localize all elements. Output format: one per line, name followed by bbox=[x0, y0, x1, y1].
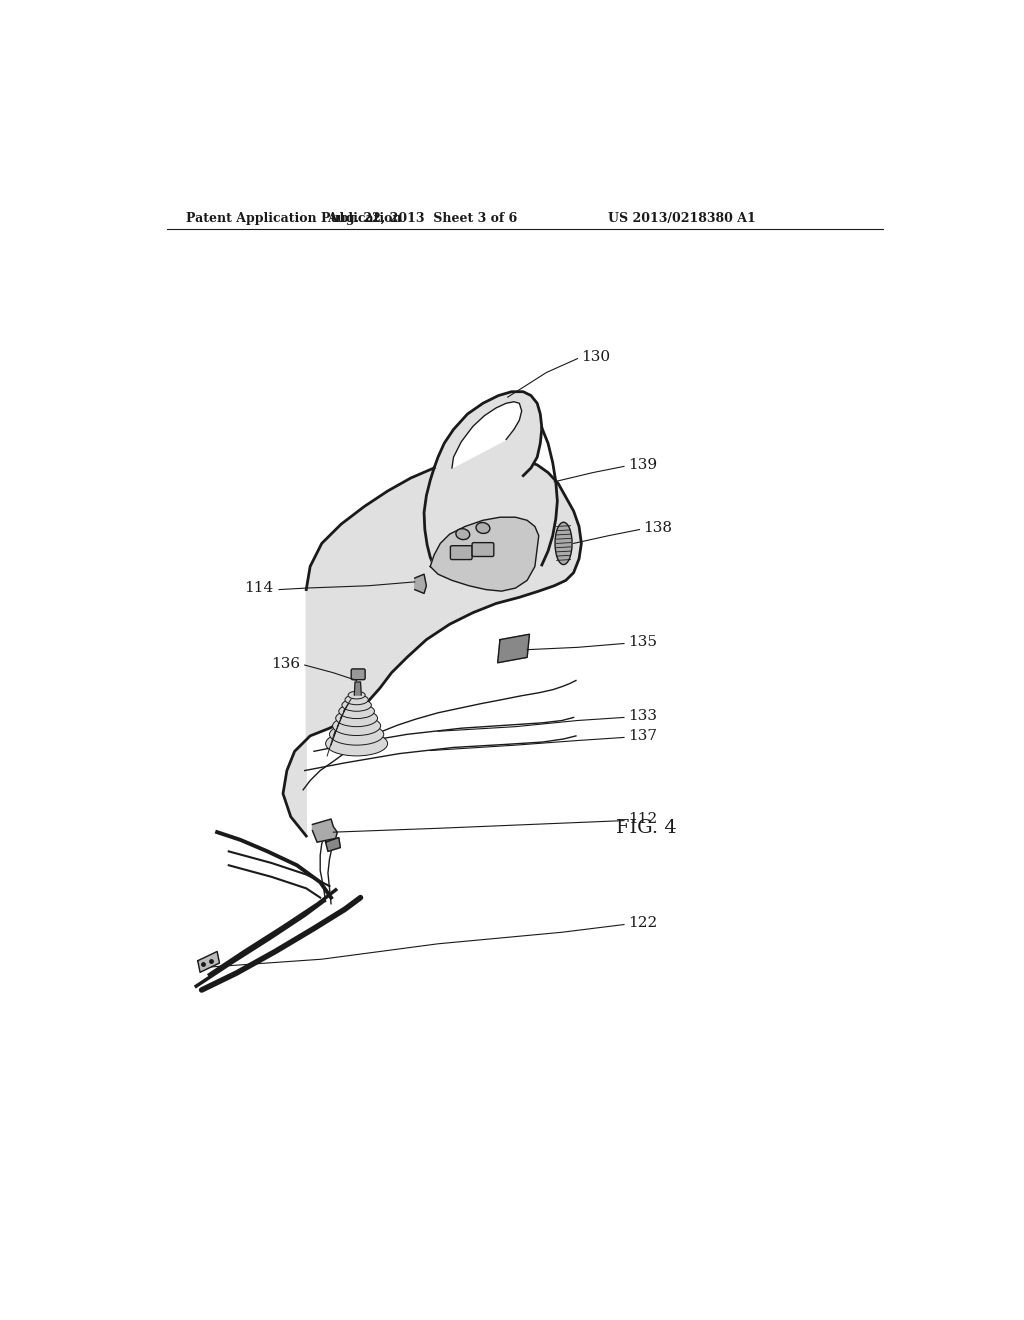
Text: 112: 112 bbox=[628, 812, 657, 826]
Polygon shape bbox=[452, 401, 521, 469]
Text: 133: 133 bbox=[628, 709, 656, 723]
Polygon shape bbox=[198, 952, 219, 973]
Text: FIG. 4: FIG. 4 bbox=[616, 820, 677, 837]
Text: 130: 130 bbox=[582, 350, 610, 364]
Text: 139: 139 bbox=[628, 458, 657, 471]
Ellipse shape bbox=[342, 700, 372, 711]
Ellipse shape bbox=[330, 723, 384, 744]
Ellipse shape bbox=[555, 523, 572, 565]
Ellipse shape bbox=[456, 529, 470, 540]
Ellipse shape bbox=[348, 692, 366, 700]
Polygon shape bbox=[430, 517, 539, 591]
Text: 135: 135 bbox=[628, 635, 656, 649]
Ellipse shape bbox=[345, 694, 369, 705]
Text: Aug. 22, 2013  Sheet 3 of 6: Aug. 22, 2013 Sheet 3 of 6 bbox=[328, 213, 517, 224]
Polygon shape bbox=[326, 838, 340, 851]
Ellipse shape bbox=[333, 717, 381, 735]
Ellipse shape bbox=[326, 731, 388, 756]
Text: 137: 137 bbox=[628, 729, 656, 743]
Polygon shape bbox=[498, 635, 529, 663]
FancyBboxPatch shape bbox=[351, 669, 366, 680]
FancyBboxPatch shape bbox=[472, 543, 494, 557]
Ellipse shape bbox=[339, 704, 375, 718]
Text: 138: 138 bbox=[643, 521, 673, 535]
Polygon shape bbox=[354, 682, 361, 696]
FancyBboxPatch shape bbox=[451, 545, 472, 560]
Ellipse shape bbox=[476, 523, 489, 533]
Text: 122: 122 bbox=[628, 916, 657, 931]
Polygon shape bbox=[434, 392, 542, 475]
Polygon shape bbox=[312, 818, 337, 842]
Polygon shape bbox=[283, 455, 582, 836]
Text: 114: 114 bbox=[245, 581, 273, 595]
Text: US 2013/0218380 A1: US 2013/0218380 A1 bbox=[608, 213, 757, 224]
Polygon shape bbox=[415, 574, 426, 594]
Text: 136: 136 bbox=[271, 656, 300, 671]
Text: Patent Application Publication: Patent Application Publication bbox=[186, 213, 401, 224]
Ellipse shape bbox=[336, 710, 378, 726]
